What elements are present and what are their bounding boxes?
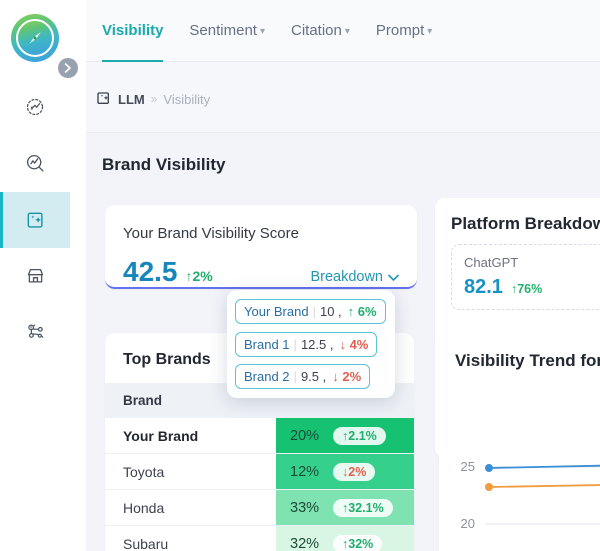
svg-text:20: 20 xyxy=(461,516,475,531)
svg-text:25: 25 xyxy=(461,459,475,474)
